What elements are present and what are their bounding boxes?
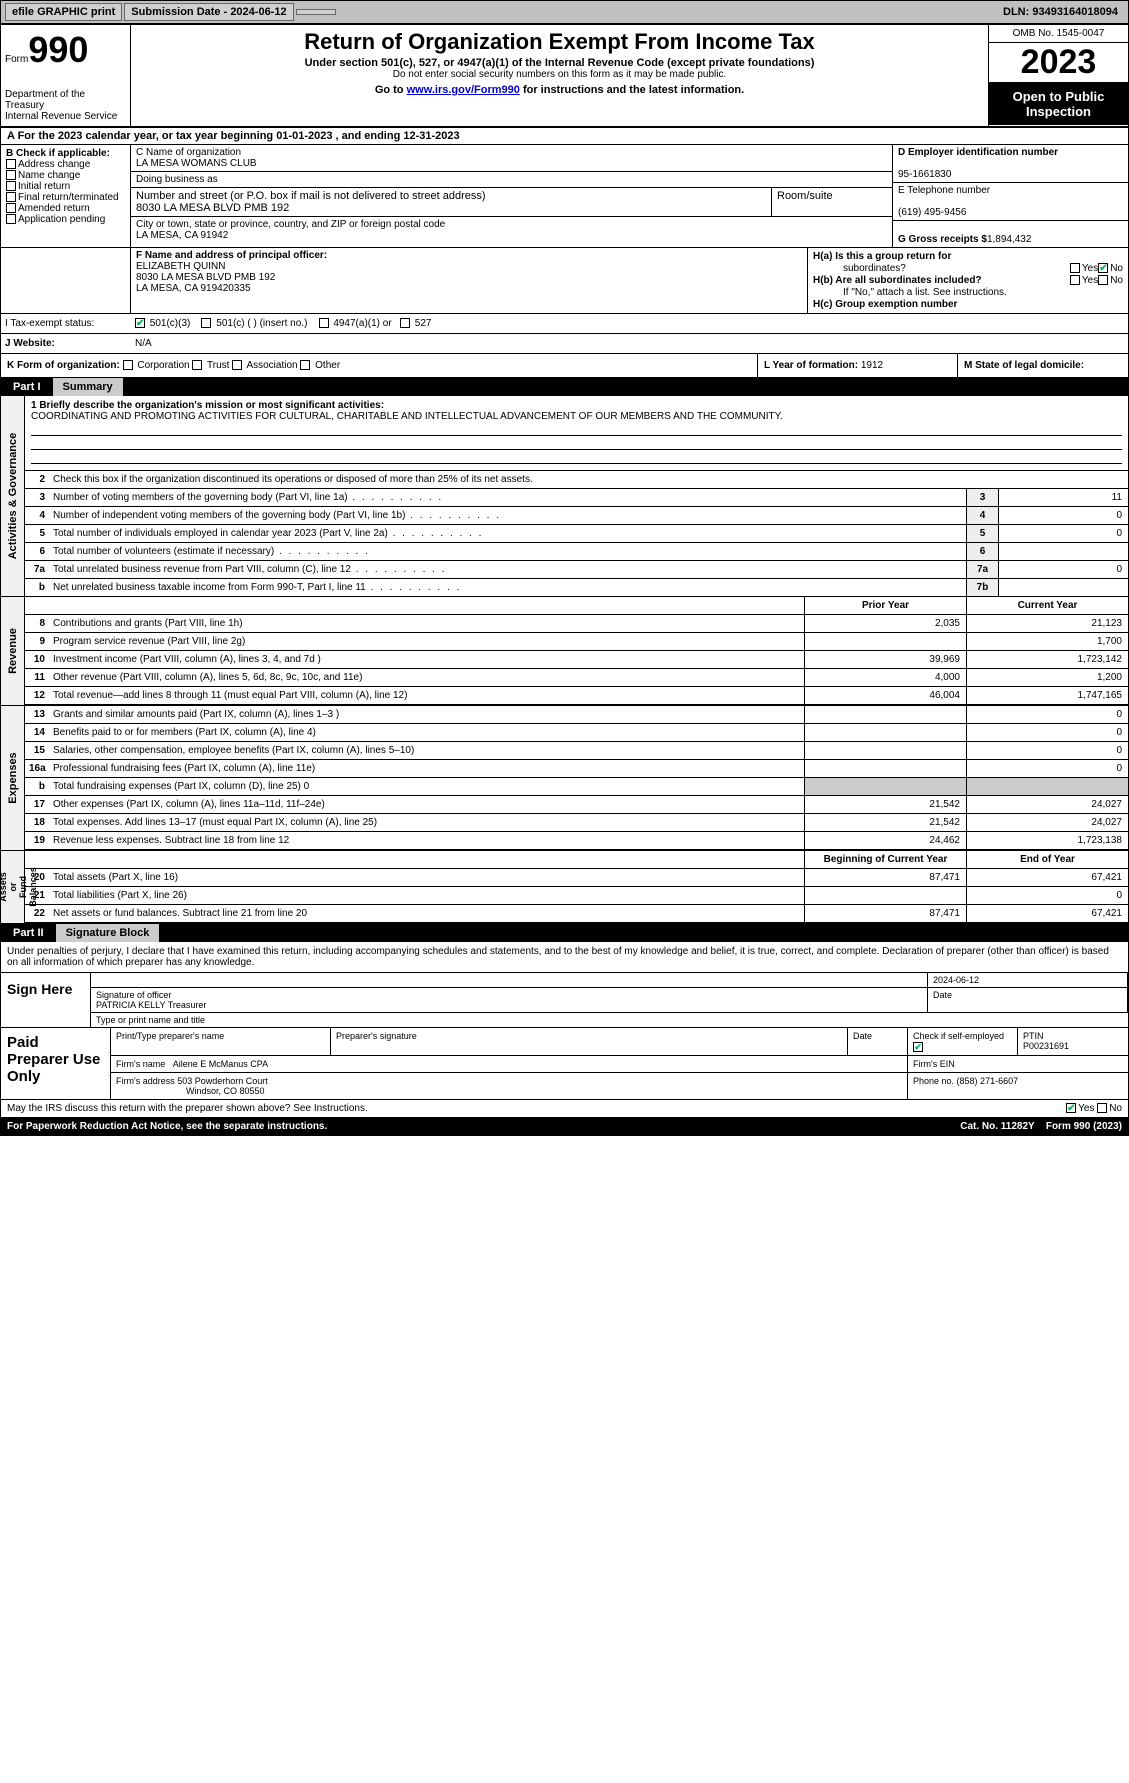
section-c: C Name of organization LA MESA WOMANS CL… (131, 145, 893, 247)
row-i: I Tax-exempt status: ✔ 501(c)(3) 501(c) … (1, 314, 1128, 334)
form-subtitle-2: Do not enter social security numbers on … (137, 69, 982, 80)
street-cell: Number and street (or P.O. box if mail i… (131, 188, 892, 217)
checkbox-hb-yes[interactable] (1070, 275, 1080, 285)
checkbox-corp[interactable] (123, 360, 133, 370)
checkbox-name-change[interactable] (6, 170, 16, 180)
irs-link[interactable]: www.irs.gov/Form990 (407, 84, 520, 96)
header-right: OMB No. 1545-0047 2023 Open to Public In… (988, 25, 1128, 126)
form-subtitle-3: Go to www.irs.gov/Form990 for instructio… (137, 84, 982, 96)
section-bcd: B Check if applicable: Address change Na… (1, 145, 1128, 248)
checkbox-501c[interactable] (201, 318, 211, 328)
checkbox-hb-no[interactable] (1098, 275, 1108, 285)
tax-year: 2023 (989, 43, 1128, 83)
header-center: Return of Organization Exempt From Incom… (131, 25, 988, 126)
checkbox-assoc[interactable] (232, 360, 242, 370)
form-number: 990 (28, 29, 88, 70)
paid-preparer-block: Paid Preparer Use Only Print/Type prepar… (1, 1028, 1128, 1100)
checkbox-app-pending[interactable] (6, 214, 16, 224)
section-b: B Check if applicable: Address change Na… (1, 145, 131, 247)
form-subtitle-1: Under section 501(c), 527, or 4947(a)(1)… (137, 57, 982, 69)
signature-declaration: Under penalties of perjury, I declare th… (1, 942, 1128, 973)
top-toolbar: efile GRAPHIC print Submission Date - 20… (0, 0, 1129, 24)
expenses-section: Expenses 13Grants and similar amounts pa… (1, 706, 1128, 851)
checkbox-ha-yes[interactable] (1070, 263, 1080, 273)
checkbox-final-return[interactable] (6, 192, 16, 202)
revenue-section: Revenue Prior YearCurrent Year 8Contribu… (1, 597, 1128, 706)
section-f: F Name and address of principal officer:… (131, 248, 808, 313)
suite-cell: Room/suite (772, 188, 892, 216)
open-to-public: Open to Public Inspection (989, 83, 1128, 125)
irs-discuss-row: May the IRS discuss this return with the… (1, 1100, 1128, 1118)
mission: 1 Briefly describe the organization's mi… (25, 396, 1128, 471)
part-ii-header: Part II Signature Block (1, 924, 1128, 942)
checkbox-initial-return[interactable] (6, 181, 16, 191)
row-m: M State of legal domicile: (958, 354, 1128, 377)
gross-receipts-cell: G Gross receipts $1,894,432 (893, 221, 1128, 247)
dept-treasury: Department of the Treasury Internal Reve… (5, 89, 126, 122)
form-header: Form990 Department of the Treasury Inter… (1, 25, 1128, 128)
toolbar-spacer (296, 9, 336, 15)
row-l: L Year of formation: 1912 (758, 354, 958, 377)
row-klm: K Form of organization: Corporation Trus… (1, 354, 1128, 378)
activities-governance: Activities & Governance 1 Briefly descri… (1, 396, 1128, 597)
city-cell: City or town, state or province, country… (131, 217, 892, 243)
header-left: Form990 Department of the Treasury Inter… (1, 25, 131, 126)
checkbox-4947[interactable] (319, 318, 329, 328)
checkbox-527[interactable] (400, 318, 410, 328)
tel-cell: E Telephone number (619) 495-9456 (893, 183, 1128, 221)
section-d: D Employer identification number 95-1661… (893, 145, 1128, 247)
ein-cell: D Employer identification number 95-1661… (893, 145, 1128, 183)
checkbox-discuss-yes[interactable]: ✔ (1066, 1103, 1076, 1113)
dln: DLN: 93493164018094 (1003, 6, 1124, 18)
checkbox-amended[interactable] (6, 203, 16, 213)
section-fgh: F Name and address of principal officer:… (1, 248, 1128, 314)
dba-cell: Doing business as (131, 172, 892, 188)
row-j: J Website: N/A (1, 334, 1128, 354)
form-word: Form (5, 54, 28, 65)
checkbox-self-employed[interactable]: ✔ (913, 1042, 923, 1052)
part-i-header: Part I Summary (1, 378, 1128, 396)
checkbox-address-change[interactable] (6, 159, 16, 169)
form-container: Form990 Department of the Treasury Inter… (0, 24, 1129, 1136)
checkbox-other[interactable] (300, 360, 310, 370)
checkbox-discuss-no[interactable] (1097, 1103, 1107, 1113)
checkbox-ha-no[interactable]: ✔ (1098, 263, 1108, 273)
row-a-calendar-year: A For the 2023 calendar year, or tax yea… (1, 128, 1128, 145)
net-assets-section: Net Assets or Fund Balances Beginning of… (1, 851, 1128, 924)
omb-number: OMB No. 1545-0047 (989, 25, 1128, 43)
form-title: Return of Organization Exempt From Incom… (137, 29, 982, 55)
section-h: H(a) Is this a group return for subordin… (808, 248, 1128, 313)
org-name-cell: C Name of organization LA MESA WOMANS CL… (131, 145, 892, 172)
submission-date: Submission Date - 2024-06-12 (124, 3, 293, 21)
row-k: K Form of organization: Corporation Trus… (1, 354, 758, 377)
efile-button[interactable]: efile GRAPHIC print (5, 3, 122, 21)
footer: For Paperwork Reduction Act Notice, see … (1, 1118, 1128, 1135)
checkbox-trust[interactable] (192, 360, 202, 370)
sign-here-block: Sign Here 2024-06-12 Signature of office… (1, 973, 1128, 1028)
checkbox-501c3[interactable]: ✔ (135, 318, 145, 328)
